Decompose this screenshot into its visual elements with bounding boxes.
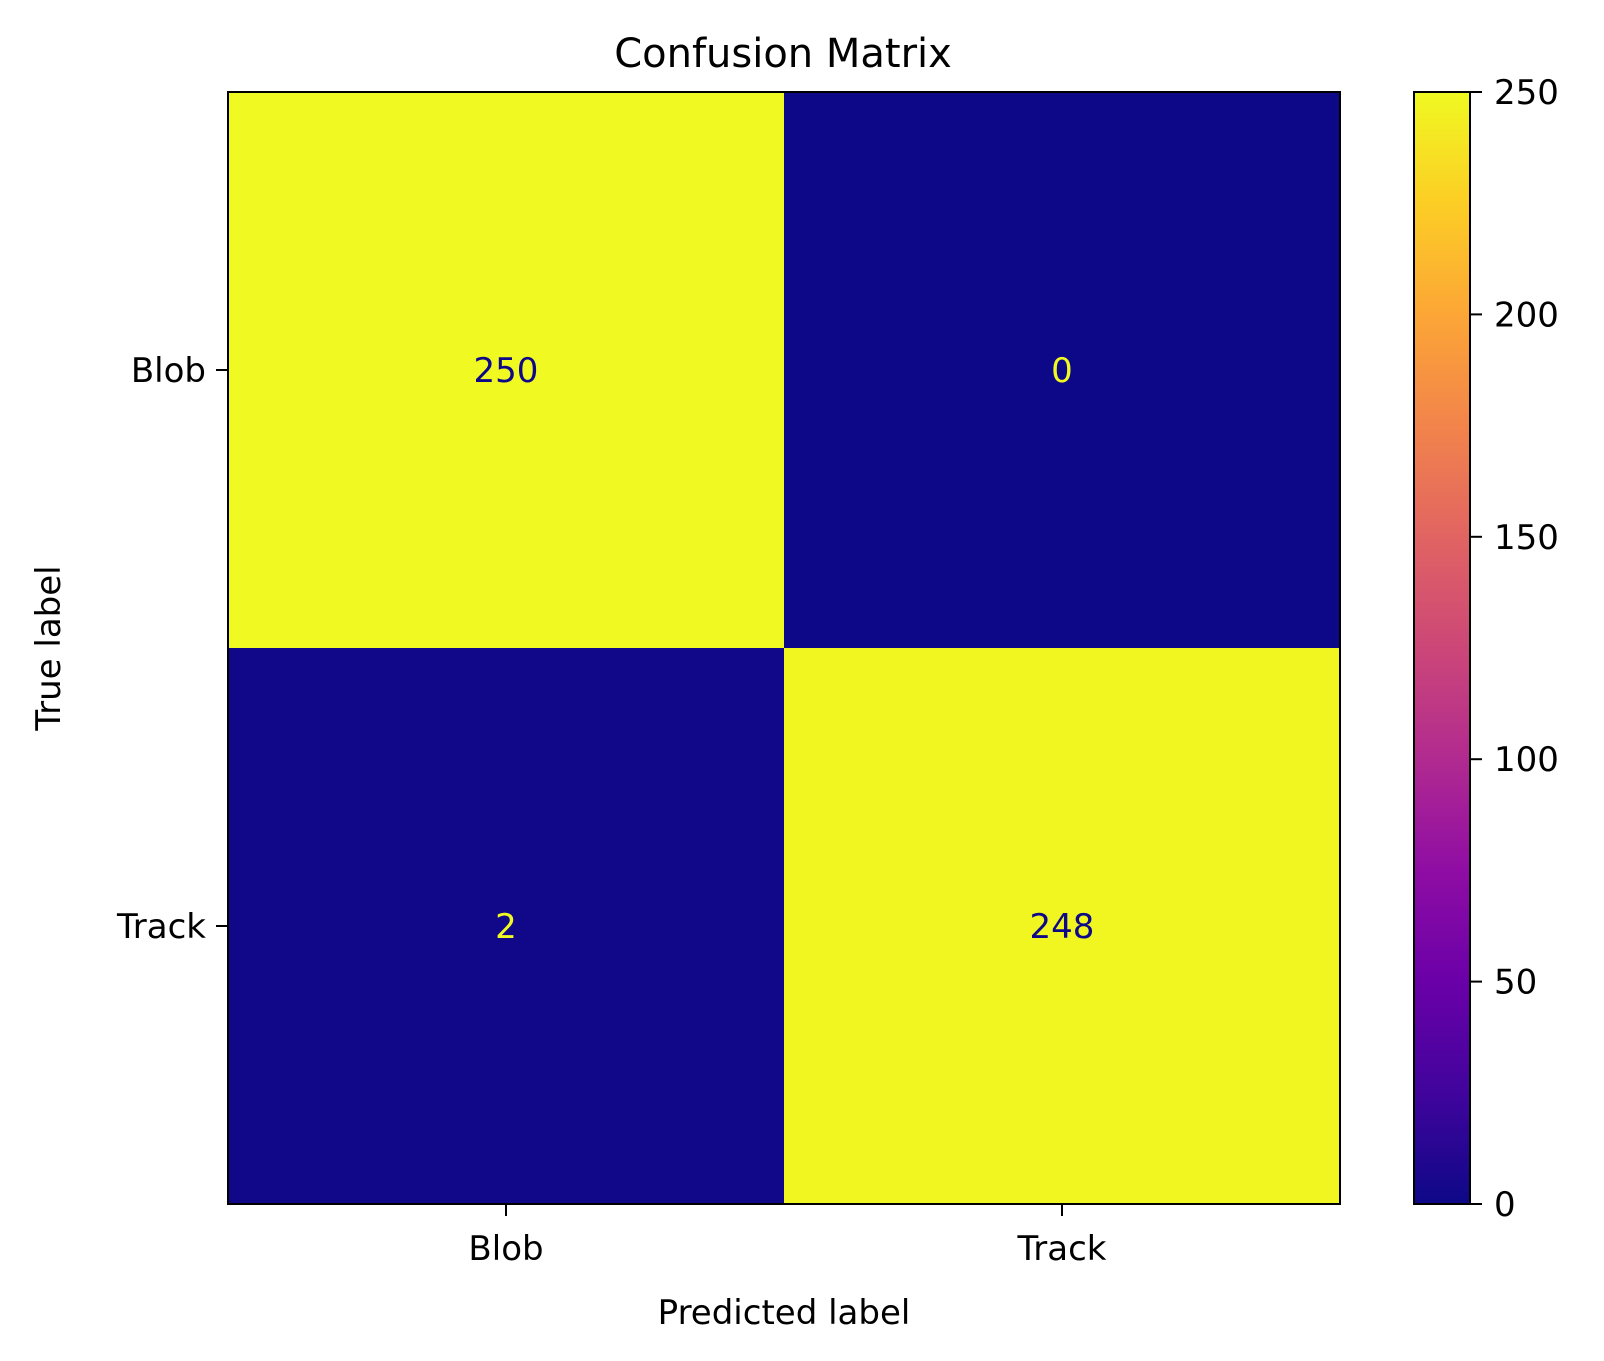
colorbar — [1413, 91, 1471, 1205]
x-tick-label: Blob — [468, 1229, 543, 1269]
matrix-cells — [228, 92, 1341, 1205]
plot-frame — [227, 91, 1341, 1205]
x-axis-label: Predicted label — [658, 1293, 911, 1333]
x-axis-ticks: Blob Track — [468, 1204, 1107, 1269]
colorbar-tick-label: 250 — [1494, 73, 1559, 113]
matrix-cell — [784, 648, 1341, 1205]
matrix-cell — [784, 92, 1341, 649]
matrix-cell — [228, 92, 785, 649]
chart-title: Confusion Matrix — [614, 31, 952, 77]
y-axis-label: True label — [29, 565, 69, 731]
y-tick-label: Track — [116, 907, 206, 947]
matrix-cell — [228, 648, 785, 1205]
colorbar-tick-label: 150 — [1494, 518, 1559, 558]
colorbar-tick-label: 50 — [1494, 963, 1537, 1003]
cell-value-label: 250 — [474, 351, 539, 391]
colorbar-tick-label: 0 — [1494, 1185, 1516, 1225]
cell-value-label: 2 — [495, 907, 517, 947]
x-tick-label: Track — [1017, 1229, 1107, 1269]
colorbar-tick-label: 100 — [1494, 740, 1559, 780]
colorbar-ticks: 0 50 100 150 200 250 — [1470, 73, 1559, 1225]
y-axis-ticks: Blob Track — [116, 351, 228, 947]
colorbar-tick-label: 200 — [1494, 295, 1559, 335]
y-tick-label: Blob — [131, 351, 206, 391]
cell-value-label: 248 — [1030, 907, 1095, 947]
matrix-cell-labels: 250 0 2 248 — [474, 351, 1095, 947]
cell-value-label: 0 — [1051, 351, 1073, 391]
